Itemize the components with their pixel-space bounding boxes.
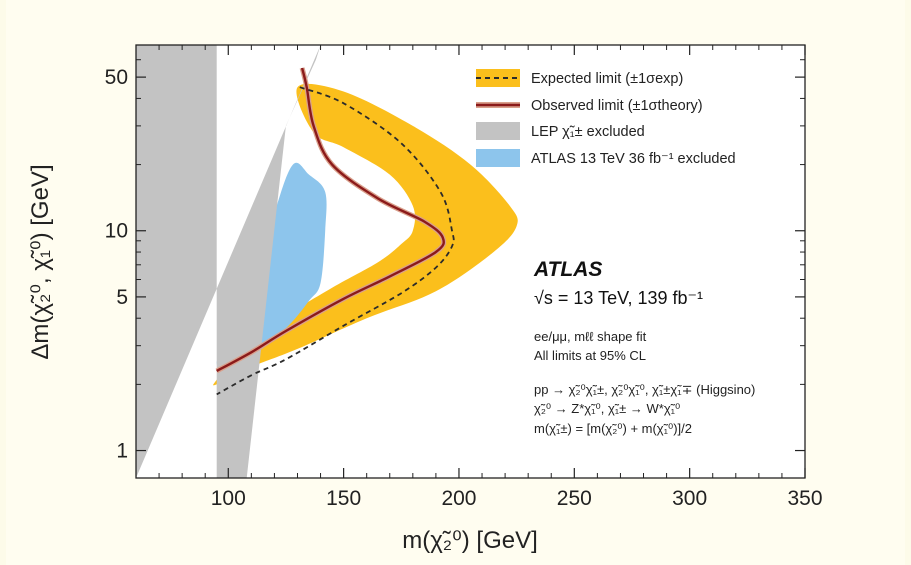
annotation-line: χ̃₂⁰ → Z*χ̃₁⁰, χ̃₁± → W*χ̃₁⁰	[534, 401, 680, 416]
x-tick-label: 250	[557, 487, 592, 510]
annotation-line: m(χ̃₁±) = [m(χ̃₂⁰) + m(χ̃₁⁰)]/2	[534, 421, 692, 436]
y-tick-label: 10	[105, 220, 128, 243]
x-tick-label: 150	[326, 487, 361, 510]
x-axis-title: m(χ̃₂⁰) [GeV]	[402, 527, 538, 554]
x-tick-label: 100	[211, 487, 246, 510]
annotation-line: ee/μμ, mℓℓ shape fit	[534, 329, 647, 344]
legend-label: Expected limit (±1σexp)	[531, 71, 683, 87]
annotation-block: ATLAS √s = 13 TeV, 139 fb⁻¹ ee/μμ, mℓℓ sha…	[533, 258, 755, 436]
y-axis-title: Δm(χ̃₂⁰, χ̃₁⁰) [GeV]	[27, 164, 54, 359]
legend-label: Observed limit (±1σtheory)	[531, 98, 703, 114]
annotation-line: ATLAS	[533, 258, 602, 281]
x-tick-label: 300	[672, 487, 707, 510]
expected-limit-band	[213, 83, 518, 386]
y-tick-label: 1	[116, 440, 128, 463]
y-tick-label: 50	[105, 66, 128, 89]
y-tick-label: 5	[116, 286, 128, 309]
annotation-line: √s = 13 TeV, 139 fb⁻¹	[534, 288, 703, 308]
observed-limit-line	[216, 67, 445, 373]
x-tick-label: 200	[441, 487, 476, 510]
legend-label: LEP χ̃₁± excluded	[531, 124, 645, 140]
plot-frame	[135, 44, 806, 479]
x-tick-label: 350	[787, 487, 822, 510]
lep-excluded-region	[136, 45, 321, 478]
legend-swatch-fill	[476, 122, 520, 140]
legend: Expected limit (±1σexp) Observed limit (±…	[476, 69, 736, 167]
legend-swatch-fill	[476, 149, 520, 167]
legend-label: ATLAS 13 TeV 36 fb⁻¹ excluded	[531, 151, 736, 167]
annotation-line: pp → χ̃₂⁰χ̃₁±, χ̃₂⁰χ̃₁⁰, χ̃₁±χ̃₁∓ (Higgs…	[534, 382, 755, 397]
annotation-line: All limits at 95% CL	[534, 348, 646, 363]
